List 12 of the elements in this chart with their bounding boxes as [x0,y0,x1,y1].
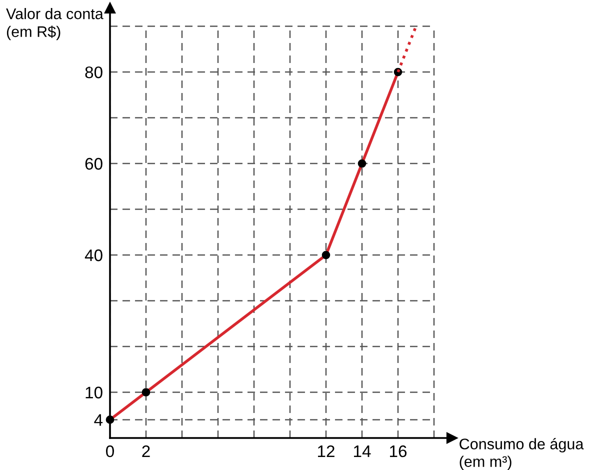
x-tick-label: 14 [354,446,371,458]
x-tick-label: 0 [106,445,114,458]
y-tick-label: 10 [86,386,102,398]
x-tick-label: 16 [390,445,407,458]
y-tick-label: 80 [85,66,102,78]
x-axis-title: Consumo de água (em m³) [460,438,584,470]
y-tick-label: 4 [94,414,103,426]
x-tick-label: 12 [318,445,334,458]
y-tick-label: 40 [84,249,102,262]
x-tick-label: 2 [142,445,150,458]
y-axis-title: Valor da conta (em R$) [6,8,104,40]
y-tick-label: 60 [85,158,102,170]
